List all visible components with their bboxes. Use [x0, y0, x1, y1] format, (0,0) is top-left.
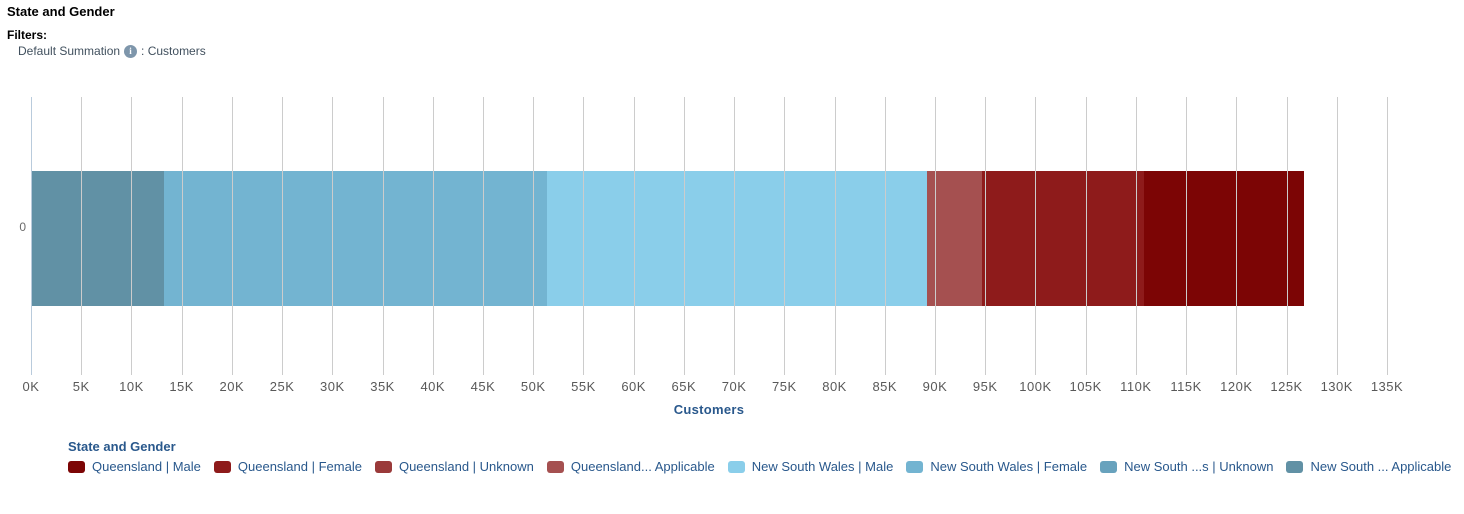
- bar-segment[interactable]: [1143, 171, 1304, 306]
- legend-title: State and Gender: [68, 439, 176, 454]
- x-axis-tick-label: 20K: [219, 379, 245, 394]
- info-icon[interactable]: i: [124, 44, 138, 58]
- legend-item[interactable]: Queensland | Male: [68, 459, 201, 474]
- x-axis-tick-label: 85K: [872, 379, 898, 394]
- bar-segment[interactable]: [926, 171, 983, 306]
- bar-segment[interactable]: [31, 171, 164, 306]
- x-axis-tick-label: 75K: [772, 379, 797, 394]
- gridline: [533, 97, 535, 375]
- gridline: [282, 97, 284, 375]
- legend-label: New South Wales | Female: [930, 459, 1088, 474]
- chart-plot-area: 0K 5K 10K 15K 20K 25K 30K 35K 40K 45K 50K 55K 60K 65K…: [23, 97, 1403, 394]
- y-axis-category-label: 0: [19, 220, 26, 234]
- x-axis-tick-label: 95K: [972, 379, 998, 394]
- x-axis-tick-label: 135K: [1370, 379, 1404, 394]
- gridline: [181, 97, 183, 375]
- x-axis-tick-label: 0K: [22, 379, 40, 394]
- legend-item[interactable]: New South Wales | Male: [727, 459, 894, 474]
- legend-swatch: [906, 460, 924, 473]
- filters-heading: Filters:: [7, 28, 48, 42]
- bar-segment[interactable]: [547, 171, 927, 306]
- legend-item[interactable]: New South ...s | Unknown: [1100, 459, 1273, 474]
- x-axis-tick-label: 25K: [269, 379, 295, 394]
- legend-item[interactable]: New South ... Applicable: [1286, 459, 1451, 474]
- gridline: [884, 97, 886, 375]
- x-axis-title: Customers: [673, 402, 745, 417]
- bar-segment[interactable]: [163, 171, 548, 306]
- x-axis-tick-label: 30K: [320, 379, 345, 394]
- gridline: [683, 97, 685, 375]
- gridline: [784, 97, 786, 375]
- gridline: [1186, 97, 1188, 375]
- x-axis-tick-label: 115K: [1170, 379, 1202, 394]
- legend-swatch: [727, 460, 745, 473]
- x-axis-tick-label: 50K: [520, 379, 546, 394]
- gridline: [1387, 97, 1388, 375]
- x-axis-tick-label: 15K: [169, 379, 194, 394]
- gridline: [382, 97, 384, 375]
- legend-label: Queensland | Unknown: [398, 459, 534, 474]
- gridline: [583, 97, 585, 375]
- legend-item[interactable]: Queensland... Applicable: [546, 459, 715, 474]
- report-title: State and Gender: [7, 4, 115, 19]
- gridline: [1135, 97, 1137, 375]
- legend-swatch: [374, 460, 392, 473]
- legend-swatch: [1100, 460, 1118, 473]
- gridline: [1236, 97, 1238, 375]
- x-axis-tick-label: 90K: [922, 379, 948, 394]
- legend-label: New South ... Applicable: [1310, 459, 1452, 474]
- gridline: [935, 97, 936, 375]
- x-axis-tick-label: 35K: [370, 379, 395, 394]
- x-axis-tick-label: 65K: [671, 379, 697, 394]
- filter-name: Default Summation: [18, 44, 121, 58]
- x-axis-tick-label: 110K: [1120, 379, 1152, 394]
- gridline: [1336, 97, 1338, 375]
- filter-row: Default Summation i : Customers: [18, 44, 206, 58]
- legend-swatch: [213, 460, 231, 473]
- x-axis-tick-label: 80K: [822, 379, 847, 394]
- gridline: [1085, 97, 1087, 375]
- gridline: [734, 97, 736, 375]
- gridline: [834, 97, 836, 375]
- gridline: [432, 97, 434, 375]
- x-axis-tick-label: 125K: [1270, 379, 1303, 394]
- legend-swatch: [546, 460, 564, 473]
- chart-legend: Queensland | Male Queensland | Female Quee…: [68, 459, 1451, 474]
- x-axis-tick-label: 100K: [1019, 379, 1052, 394]
- gridline: [985, 97, 987, 375]
- legend-item[interactable]: Queensland | Female: [213, 459, 362, 474]
- legend-label: New South ...s | Unknown: [1124, 459, 1274, 474]
- x-axis-tick-label: 10K: [119, 379, 144, 394]
- legend-label: New South Wales | Male: [751, 459, 894, 474]
- x-axis-tick-label: 120K: [1220, 379, 1253, 394]
- gridline: [131, 97, 133, 375]
- x-axis-tick-label: 45K: [470, 379, 496, 394]
- x-axis-tick-label: 55K: [571, 379, 596, 394]
- legend-label: Queensland | Female: [237, 459, 362, 474]
- legend-item[interactable]: New South Wales | Female: [906, 459, 1087, 474]
- filter-value: : Customers: [141, 44, 206, 58]
- gridline: [1286, 97, 1288, 375]
- gridline: [332, 97, 334, 375]
- gridline: [1035, 97, 1037, 375]
- legend-swatch: [68, 460, 85, 473]
- gridline: [81, 97, 83, 375]
- bar-segment[interactable]: [982, 171, 1144, 306]
- x-axis-tick-label: 40K: [420, 379, 446, 394]
- x-axis-tick-label: 105K: [1069, 379, 1102, 394]
- x-axis-tick-label: 130K: [1320, 379, 1353, 394]
- legend-label: Queensland | Male: [92, 459, 201, 474]
- x-axis-tick-label: 5K: [72, 379, 90, 394]
- y-axis-line: [31, 97, 32, 375]
- legend-swatch: [1286, 460, 1304, 473]
- stacked-bar: [31, 171, 1387, 306]
- legend-item[interactable]: Queensland | Unknown: [374, 459, 534, 474]
- x-axis-tick-label: 60K: [621, 379, 646, 394]
- x-axis-tick-label: 70K: [721, 379, 747, 394]
- gridline: [483, 97, 484, 375]
- gridline: [231, 97, 233, 375]
- legend-label: Queensland... Applicable: [570, 459, 715, 474]
- gridline: [633, 97, 635, 375]
